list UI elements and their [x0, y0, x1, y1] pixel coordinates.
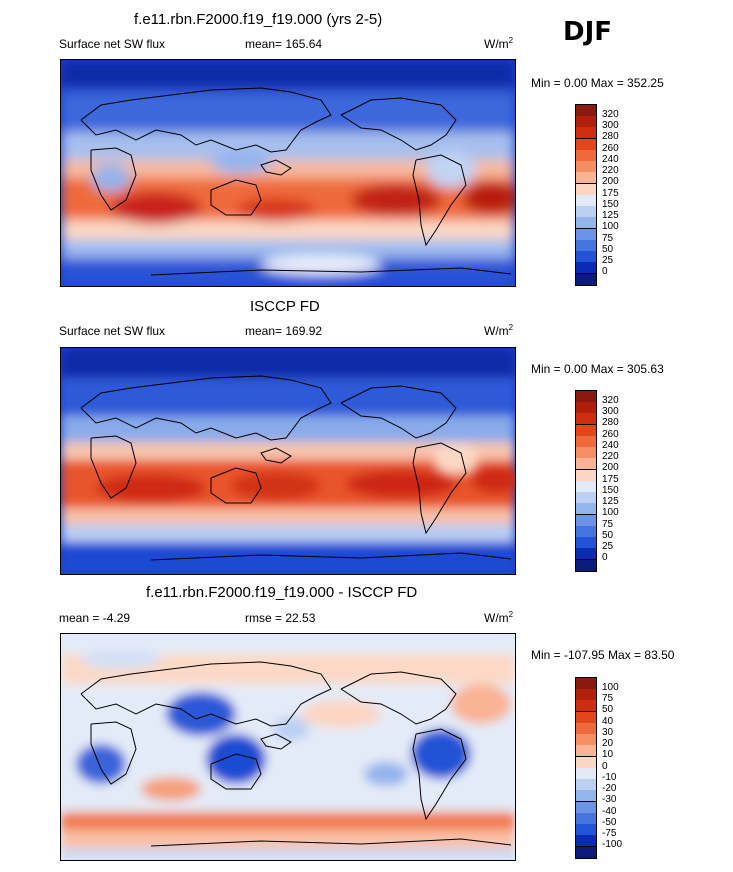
panel2-cbar-label: 100	[602, 507, 619, 518]
panel3-cbar-label: 40	[602, 716, 614, 727]
panel1-cbar-label: 300	[602, 120, 619, 131]
panel1-units: W/m2	[484, 36, 514, 51]
panel1-field-label: Surface net SW flux	[59, 37, 166, 51]
panel2-cbar-label: 0	[602, 552, 608, 563]
panel1-cbar-label: 200	[602, 176, 619, 187]
panel2-map	[60, 347, 516, 575]
panel2-units: W/m2	[484, 323, 514, 338]
panel3-rmse: rmse = 22.53	[245, 611, 316, 625]
panel2-cbar-label: 200	[602, 462, 619, 473]
panel1-cbar-label: 220	[602, 165, 619, 176]
panel2-cbar-label: 280	[602, 417, 619, 428]
panel1-cbar-label: 320	[602, 109, 619, 120]
panel2-cbar-label: 50	[602, 530, 614, 541]
panel3-cbar-label: 20	[602, 738, 614, 749]
panel3-map	[60, 633, 516, 861]
panel3-mean: mean = -4.29	[59, 611, 131, 625]
panel2-cbar-label: 125	[602, 496, 619, 507]
panel2-colorbar	[575, 390, 597, 572]
panel1-cbar-label: 0	[602, 266, 608, 277]
panel2-cbar-label: 175	[602, 474, 619, 485]
panel2-cbar-label: 320	[602, 395, 619, 406]
panel2-minmax: Min = 0.00 Max = 305.63	[531, 362, 664, 376]
panel2-title: ISCCP FD	[250, 298, 320, 315]
panel1-cbar-label: 150	[602, 199, 619, 210]
panel3-cbar-label: 50	[602, 704, 614, 715]
panel2-field-label: Surface net SW flux	[59, 324, 166, 338]
panel3-cbar-label: -20	[602, 783, 617, 794]
panel2-cbar-label: 220	[602, 451, 619, 462]
panel1-minmax: Min = 0.00 Max = 352.25	[531, 76, 664, 90]
panel1-cbar-label: 100	[602, 221, 619, 232]
panel3-title: f.e11.rbn.F2000.f19_f19.000 - ISCCP FD	[146, 584, 418, 601]
panel2-cbar-label: 260	[602, 429, 619, 440]
panel3-cbar-label: -50	[602, 817, 617, 828]
panel1-cbar-label: 75	[602, 233, 614, 244]
panel2-cbar-label: 240	[602, 440, 619, 451]
panel3-minmax: Min = -107.95 Max = 83.50	[531, 648, 675, 662]
panel3-cbar-label: 0	[602, 761, 608, 772]
panel1-title: f.e11.rbn.F2000.f19_f19.000 (yrs 2-5)	[134, 11, 383, 28]
panel3-cbar-label: -40	[602, 806, 617, 817]
panel3-cbar-label: 30	[602, 727, 614, 738]
panel3-cbar-label: -100	[602, 839, 623, 850]
panel1-mean: mean= 165.64	[245, 37, 323, 51]
panel1-cbar-label: 50	[602, 244, 614, 255]
panel3-cbar-label: -75	[602, 828, 617, 839]
panel3-cbar-label: 10	[602, 749, 614, 760]
panel2-cbar-label: 300	[602, 406, 619, 417]
panel1-cbar-label: 175	[602, 188, 619, 199]
panel1-colorbar	[575, 104, 597, 286]
panel1-cbar-label: 25	[602, 255, 614, 266]
panel1-map	[60, 59, 516, 287]
panel3-cbar-label: 75	[602, 693, 614, 704]
panel3-cbar-label: -30	[602, 794, 617, 805]
panel2-cbar-label: 25	[602, 541, 614, 552]
panel2-cbar-label: 150	[602, 485, 619, 496]
panel1-cbar-label: 125	[602, 210, 619, 221]
panel3-units: W/m2	[484, 610, 514, 625]
season-label: DJF	[563, 17, 613, 47]
panel3-cbar-label: 100	[602, 682, 619, 693]
panel2-cbar-label: 75	[602, 519, 614, 530]
panel1-cbar-label: 260	[602, 143, 619, 154]
panel3-colorbar	[575, 677, 597, 859]
panel1-cbar-label: 240	[602, 154, 619, 165]
panel1-cbar-label: 280	[602, 131, 619, 142]
panel2-mean: mean= 169.92	[245, 324, 323, 338]
panel3-cbar-label: -10	[602, 772, 617, 783]
